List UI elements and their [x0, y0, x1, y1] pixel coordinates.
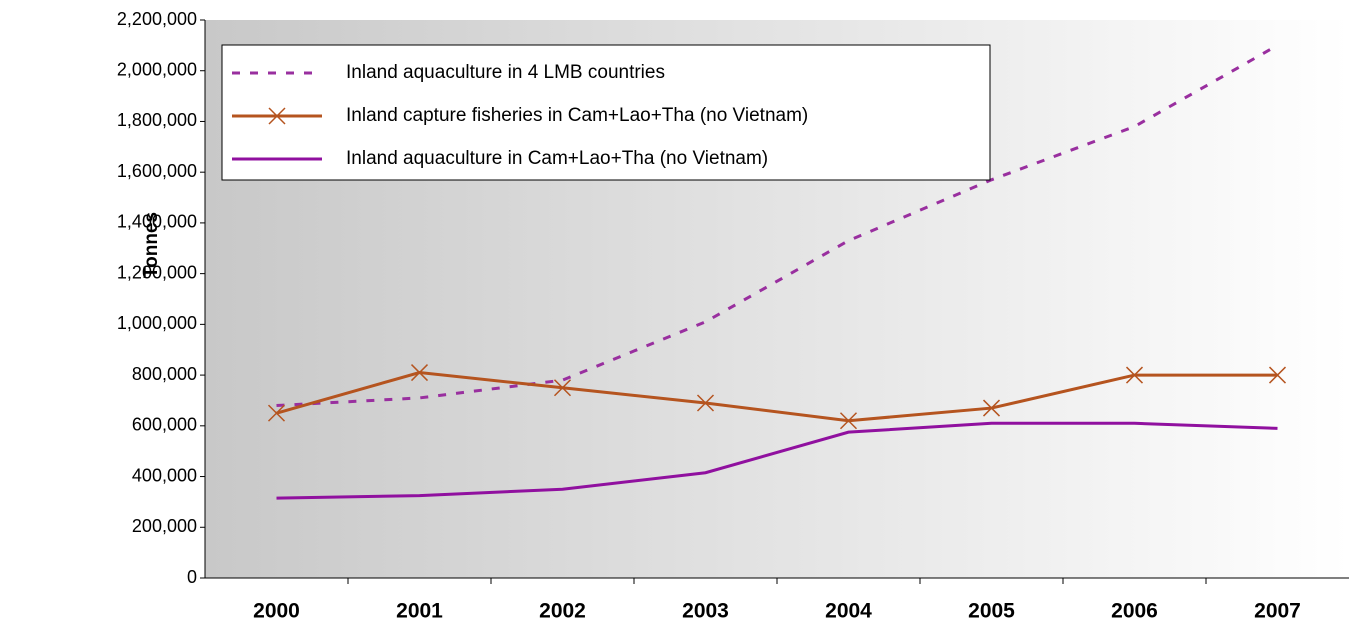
x-tick-label: 2003: [682, 600, 729, 623]
legend-label: Inland aquaculture in Cam+Lao+Tha (no Vi…: [346, 148, 768, 169]
x-tick-label: 2002: [539, 600, 586, 623]
y-tick-label: 1,600,000: [117, 161, 197, 181]
x-tick-label: 2004: [825, 600, 872, 623]
series-line: [276, 44, 1279, 408]
y-tick-label: 600,000: [132, 415, 197, 435]
series-line: [276, 371, 1278, 423]
legend-label: Inland aquaculture in 4 LMB countries: [346, 62, 665, 83]
data-marker: [553, 379, 572, 397]
y-tick-label: 1,000,000: [117, 313, 197, 333]
data-marker: [410, 364, 429, 382]
legend-marker: [268, 107, 286, 125]
x-tick-label: 2006: [1111, 600, 1158, 623]
legend-label: Inland capture fisheries in Cam+Lao+Tha …: [346, 105, 808, 126]
y-tick-label: 400,000: [132, 465, 197, 485]
series-line: [276, 421, 1278, 500]
y-tick-label: 1,200,000: [117, 262, 197, 282]
x-tick-label: 2001: [396, 600, 443, 623]
data-marker: [696, 394, 715, 412]
data-marker: [1268, 366, 1287, 384]
data-marker: [982, 399, 1001, 417]
data-marker: [839, 412, 858, 430]
y-tick-label: 2,000,000: [117, 59, 197, 79]
y-tick-label: 1,400,000: [117, 212, 197, 232]
data-marker: [267, 404, 286, 422]
y-tick-label: 0: [187, 567, 197, 587]
x-tick-label: 2000: [253, 600, 300, 623]
y-tick-label: 800,000: [132, 364, 197, 384]
x-tick-label: 2005: [968, 600, 1015, 623]
y-tick-label: 1,800,000: [117, 110, 197, 130]
x-tick-label: 2007: [1254, 600, 1301, 623]
legend-box: [221, 44, 991, 181]
y-tick-label: 2,200,000: [117, 9, 197, 29]
data-marker: [1125, 366, 1144, 384]
y-axis-label: Tonnes: [141, 212, 162, 278]
y-tick-label: 200,000: [132, 516, 197, 536]
